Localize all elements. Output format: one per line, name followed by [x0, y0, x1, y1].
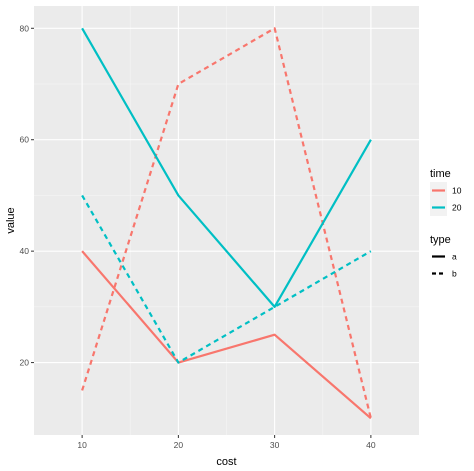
- y-axis-ticks: 20 40 60 80: [20, 23, 34, 368]
- x-tick-label: 10: [77, 440, 87, 450]
- major-gridlines: [34, 6, 419, 435]
- legend-label-type: b: [452, 269, 457, 279]
- legend-label-type: a: [452, 252, 457, 262]
- legend-label-time: 20: [452, 203, 462, 213]
- x-axis-title: cost: [216, 456, 236, 468]
- y-axis-title: value: [5, 207, 17, 233]
- x-axis-ticks: 10 20 30 40: [77, 435, 376, 450]
- x-tick-label: 30: [270, 440, 280, 450]
- series-lines: [81, 27, 372, 420]
- y-tick-label: 40: [20, 246, 30, 256]
- legend-label-time: 10: [452, 186, 462, 196]
- series-line-time-20-type-a: [81, 27, 372, 308]
- x-tick-label: 20: [174, 440, 184, 450]
- y-tick-label: 80: [20, 23, 30, 33]
- y-tick-label: 60: [20, 135, 30, 145]
- legend-title-type: type: [430, 234, 451, 246]
- y-tick-label: 20: [20, 358, 30, 368]
- x-tick-label: 40: [366, 440, 376, 450]
- series-line-time-10-type-a: [81, 250, 372, 420]
- legend-title-time: time: [430, 168, 451, 180]
